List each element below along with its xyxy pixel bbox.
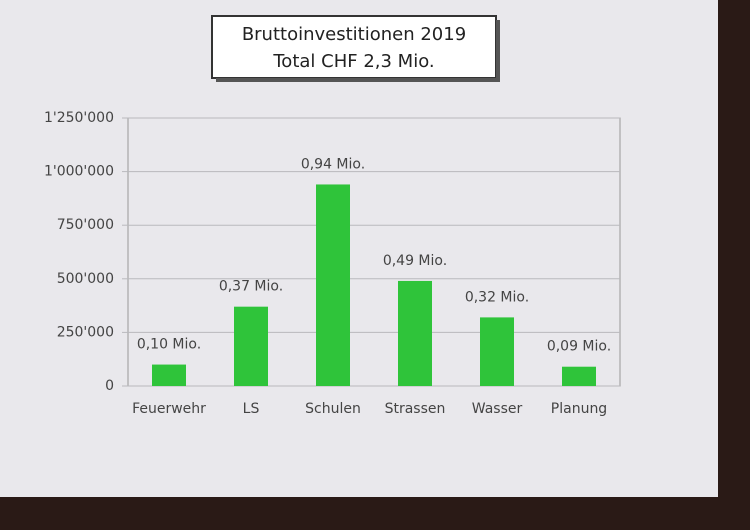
bar bbox=[234, 306, 268, 386]
title-shadow bbox=[216, 78, 500, 82]
y-tick-label: 1'250'000 bbox=[44, 110, 114, 126]
x-tick-label: Feuerwehr bbox=[132, 401, 206, 417]
bar bbox=[316, 184, 350, 386]
value-label: 0,37 Mio. bbox=[219, 279, 283, 295]
bar bbox=[562, 366, 596, 386]
chart-subtitle: Total CHF 2,3 Mio. bbox=[272, 51, 434, 72]
x-tick-label: Planung bbox=[551, 401, 607, 417]
bar bbox=[480, 317, 514, 386]
screen bbox=[0, 0, 718, 497]
y-tick-label: 250'000 bbox=[57, 324, 114, 340]
y-tick-label: 0 bbox=[105, 378, 114, 394]
title-box bbox=[211, 15, 497, 79]
title-shadow bbox=[496, 20, 500, 82]
x-tick-label: LS bbox=[243, 401, 260, 417]
x-tick-label: Wasser bbox=[472, 401, 523, 417]
y-tick-label: 750'000 bbox=[57, 217, 114, 233]
bar bbox=[152, 364, 186, 386]
value-label: 0,49 Mio. bbox=[383, 253, 447, 269]
value-label: 0,09 Mio. bbox=[547, 339, 611, 355]
value-label: 0,10 Mio. bbox=[137, 337, 201, 353]
y-tick-label: 500'000 bbox=[57, 271, 114, 287]
x-tick-label: Strassen bbox=[385, 401, 446, 417]
value-label: 0,32 Mio. bbox=[465, 289, 529, 305]
value-label: 0,94 Mio. bbox=[301, 156, 365, 172]
bar bbox=[398, 280, 432, 386]
x-tick-label: Schulen bbox=[305, 401, 361, 417]
chart-title: Bruttoinvestitionen 2019 bbox=[242, 24, 466, 45]
y-tick-label: 1'000'000 bbox=[44, 164, 114, 180]
